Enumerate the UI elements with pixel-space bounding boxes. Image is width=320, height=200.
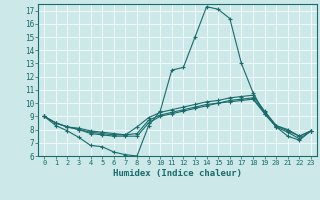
X-axis label: Humidex (Indice chaleur): Humidex (Indice chaleur): [113, 169, 242, 178]
